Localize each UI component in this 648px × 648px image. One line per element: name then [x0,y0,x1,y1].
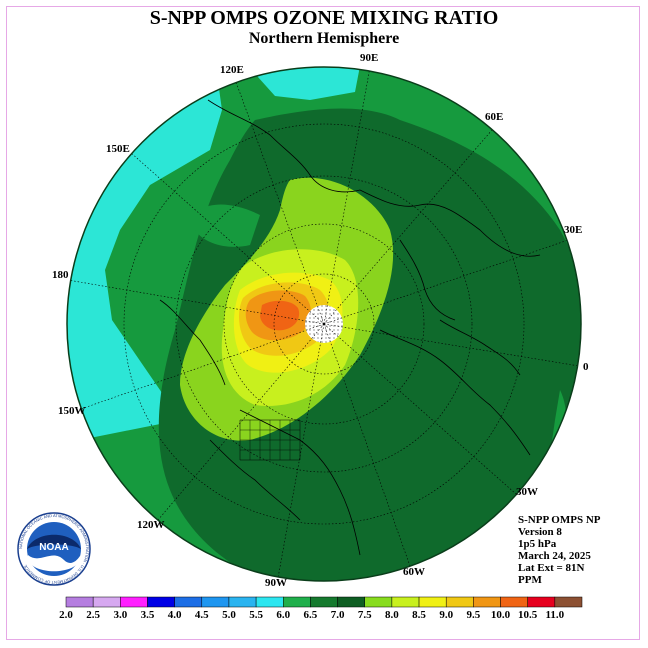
contour-6-0-blob [195,204,260,247]
colorbar-label: 6.5 [304,609,318,621]
info-block: S-NPP OMPS NP Version 8 1p5 hPa March 24… [518,514,601,586]
colorbar-swatch [473,596,501,608]
colorbar-label: 10.5 [518,609,538,621]
colorbar-label: 8.0 [385,609,399,621]
colorbar-swatch [418,596,447,608]
contour-5-5-top [248,67,360,100]
colorbar-swatch [445,596,474,608]
ozone-contours [67,67,581,581]
colorbar-label: 3.0 [113,609,127,621]
noaa-logo: NOAA NATIONAL OCEANIC AND ATMOSPHERIC AD… [17,512,91,586]
colorbar-swatch [283,596,311,608]
lon-label-60w: 60W [403,566,425,578]
colorbar-label: 4.5 [195,609,209,621]
colorbar-label: 8.5 [412,609,426,621]
info-product: S-NPP OMPS NP [518,514,601,526]
info-level: 1p5 hPa [518,538,557,550]
colorbar-label: 2.5 [86,609,100,621]
colorbar-swatch [228,596,257,608]
globe-border [66,66,582,582]
lon-label-150e: 150E [106,143,130,155]
colorbar-swatch [391,596,420,608]
colorbar-swatch [65,596,94,608]
colorbar-swatch [147,596,175,608]
colorbar-label: 9.0 [439,609,453,621]
colorbar-label: 5.5 [249,609,263,621]
lon-label-30e: 30E [564,224,582,236]
colorbar-label: 7.5 [358,609,372,621]
contour-10-0 [260,300,300,331]
lon-label-90w: 90W [265,577,287,589]
logo-text: NOAA [39,542,68,553]
lon-label-180: 180 [52,269,69,281]
colorbar-label: 11.0 [546,609,565,621]
longitude-labels: 90E 60E 30E 0 30W 60W 90W 120W 150W 180 … [52,52,589,589]
lon-label-60e: 60E [485,111,503,123]
info-lat-ext: Lat Ext = 81N [518,562,585,574]
graticule [67,67,580,579]
colorbar-label: 2.0 [59,609,73,621]
logo-bird [28,555,80,572]
outer-frame [6,6,640,640]
colorbar-swatch [500,596,528,608]
info-units: PPM [518,574,542,586]
colorbar-label: 3.5 [141,609,155,621]
lon-label-120e: 120E [220,64,244,76]
lon-label-0: 0 [583,361,589,373]
colorbar-swatch [174,596,203,608]
colorbar-swatch [255,596,284,608]
lon-label-150w: 150W [58,405,86,417]
map-subtitle: Northern Hemisphere [248,30,400,47]
colorbar: 2.0 2.5 3.0 3.5 4.0 4.5 5.0 5.5 6.0 6.5 7.0 7.5 8.0 8… [59,596,583,621]
colorbar-swatch [527,596,556,608]
colorbar-swatch [554,596,583,608]
colorbar-label: 6.0 [276,609,290,621]
lon-label-90e: 90E [360,52,378,64]
coastlines [159,99,541,556]
colorbar-swatch [337,596,365,608]
colorbar-swatch [364,596,393,608]
lon-label-30w: 30W [516,486,538,498]
info-version: Version 8 [518,526,562,538]
contour-6-5 [158,108,581,581]
colorbar-label: 5.0 [222,609,236,621]
colorbar-swatch [120,596,148,608]
lon-label-120w: 120W [137,519,165,531]
map-title: S-NPP OMPS OZONE MIXING RATIO [149,7,499,29]
colorbar-label: 10.0 [491,609,511,621]
colorbar-label: 9.5 [466,609,480,621]
colorbar-label: 7.0 [331,609,345,621]
colorbar-swatch [310,596,338,608]
info-date: March 24, 2025 [518,550,591,562]
colorbar-swatch [201,596,230,608]
colorbar-label: 4.0 [168,609,182,621]
colorbar-swatch [92,596,121,608]
